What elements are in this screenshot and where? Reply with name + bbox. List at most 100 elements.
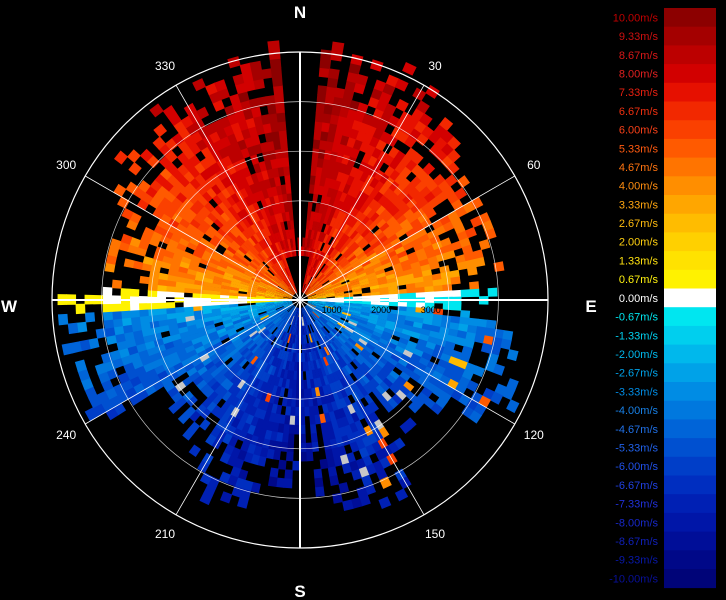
bearing-label: 30: [428, 59, 442, 73]
velocity-bin: [380, 258, 391, 266]
velocity-bin: [97, 371, 111, 384]
velocity-bin: [232, 253, 242, 262]
legend-swatch: [664, 288, 716, 308]
velocity-bin: [198, 353, 210, 363]
velocity-bin: [196, 365, 208, 376]
velocity-bin: [424, 302, 435, 309]
velocity-bin: [328, 259, 337, 269]
velocity-bin: [358, 338, 368, 347]
velocity-bin: [354, 168, 365, 181]
velocity-bin: [193, 313, 204, 321]
velocity-bin: [207, 330, 218, 339]
velocity-bin: [431, 319, 442, 328]
velocity-bin: [270, 233, 278, 244]
velocity-bin: [313, 321, 320, 331]
velocity-bin: [379, 381, 390, 392]
velocity-bin: [266, 374, 274, 385]
velocity-bin: [190, 336, 202, 346]
velocity-bin: [349, 335, 359, 344]
velocity-bin: [332, 198, 340, 210]
velocity-bin: [200, 205, 211, 217]
velocity-bin: [240, 127, 252, 140]
velocity-bin: [334, 325, 344, 333]
velocity-bin: [325, 86, 337, 98]
velocity-bin: [270, 279, 279, 287]
velocity-bin: [320, 130, 330, 142]
velocity-bin: [388, 254, 400, 263]
velocity-bin: [431, 370, 444, 382]
bearing-label: 240: [56, 428, 76, 442]
velocity-bin: [158, 155, 172, 169]
velocity-bin: [319, 276, 328, 284]
velocity-bin: [284, 238, 290, 249]
velocity-bin: [228, 259, 239, 268]
velocity-bin: [416, 228, 428, 239]
velocity-bin: [280, 269, 287, 279]
velocity-bin: [412, 348, 424, 358]
velocity-bin: [300, 316, 303, 327]
velocity-bin: [307, 201, 313, 212]
velocity-bin: [288, 286, 296, 294]
velocity-bin: [387, 233, 399, 243]
velocity-bin: [273, 376, 281, 387]
velocity-bin: [227, 435, 239, 448]
velocity-bin: [325, 140, 335, 152]
velocity-bin: [273, 296, 284, 299]
velocity-bin: [358, 160, 369, 173]
velocity-bin: [371, 147, 383, 160]
velocity-bin: [231, 239, 241, 250]
velocity-bin: [282, 301, 293, 305]
velocity-bin: [245, 117, 257, 129]
velocity-bin: [276, 319, 284, 328]
velocity-bin: [340, 345, 349, 355]
velocity-bin: [247, 309, 258, 315]
velocity-bin: [235, 110, 247, 123]
velocity-bin: [431, 273, 443, 281]
velocity-bin: [321, 431, 330, 442]
velocity-bin: [288, 247, 293, 257]
velocity-bin: [415, 292, 426, 298]
velocity-bin: [260, 316, 270, 323]
velocity-bin: [273, 301, 284, 304]
velocity-bin: [278, 310, 287, 317]
velocity-bin: [366, 271, 377, 279]
velocity-bin: [310, 387, 317, 398]
velocity-bin: [280, 259, 286, 269]
velocity-bin: [385, 74, 400, 88]
velocity-bin: [186, 241, 198, 251]
velocity-bin: [76, 321, 88, 333]
velocity-bin: [324, 335, 332, 345]
velocity-bin: [308, 324, 314, 334]
velocity-bin: [249, 153, 260, 165]
velocity-bin: [265, 257, 273, 267]
velocity-bin: [282, 230, 288, 240]
velocity-bin: [213, 371, 224, 382]
velocity-bin: [315, 166, 323, 177]
velocity-bin: [325, 384, 333, 395]
velocity-bin: [194, 345, 206, 354]
velocity-bin: [241, 229, 251, 240]
velocity-bin: [175, 191, 188, 204]
velocity-bin: [449, 269, 460, 279]
velocity-bin: [317, 274, 326, 282]
velocity-bin: [275, 307, 285, 313]
velocity-bin: [57, 313, 69, 326]
velocity-bin: [319, 58, 332, 69]
velocity-bin: [430, 402, 443, 415]
range-label: 4000: [470, 305, 490, 315]
velocity-bin: [144, 340, 156, 350]
velocity-bin: [278, 309, 287, 317]
velocity-bin: [300, 307, 303, 318]
velocity-bin: [252, 320, 262, 327]
velocity-bin: [306, 289, 315, 296]
velocity-bin: [358, 316, 369, 323]
velocity-bin: [270, 375, 277, 386]
velocity-bin: [175, 316, 187, 324]
velocity-bin: [169, 356, 182, 367]
velocity-bin: [285, 406, 292, 417]
velocity-bin: [392, 349, 404, 359]
velocity-bin: [163, 207, 176, 219]
velocity-bin: [433, 290, 444, 298]
velocity-bin: [315, 230, 321, 241]
velocity-bin: [140, 321, 151, 331]
